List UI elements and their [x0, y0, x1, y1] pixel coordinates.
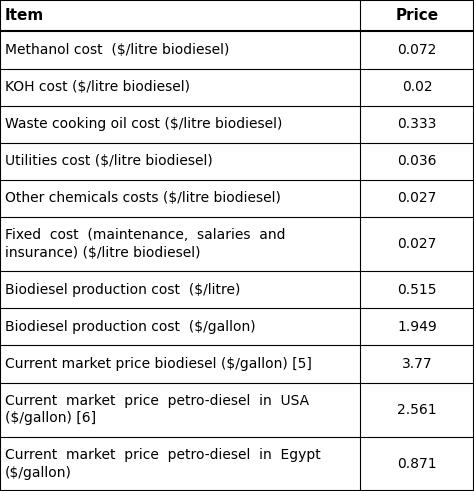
- Text: Waste cooking oil cost ($/litre biodiesel): Waste cooking oil cost ($/litre biodiese…: [5, 117, 282, 131]
- Text: 0.871: 0.871: [397, 457, 437, 471]
- Text: 1.949: 1.949: [397, 320, 437, 334]
- Text: 0.027: 0.027: [397, 237, 437, 251]
- Text: 0.027: 0.027: [397, 191, 437, 205]
- Text: Current  market  price  petro-diesel  in  Egypt
($/gallon): Current market price petro-diesel in Egy…: [5, 448, 320, 480]
- Text: Current market price biodiesel ($/gallon) [5]: Current market price biodiesel ($/gallon…: [5, 357, 311, 371]
- Text: Other chemicals costs ($/litre biodiesel): Other chemicals costs ($/litre biodiesel…: [5, 191, 281, 205]
- Text: Biodiesel production cost  ($/gallon): Biodiesel production cost ($/gallon): [5, 320, 255, 334]
- Text: 0.333: 0.333: [397, 117, 437, 131]
- Text: 0.036: 0.036: [397, 154, 437, 168]
- Text: Utilities cost ($/litre biodiesel): Utilities cost ($/litre biodiesel): [5, 154, 212, 168]
- Text: Methanol cost  ($/litre biodiesel): Methanol cost ($/litre biodiesel): [5, 43, 229, 57]
- Text: Current  market  price  petro-diesel  in  USA
($/gallon) [6]: Current market price petro-diesel in USA…: [5, 394, 309, 425]
- Text: Price: Price: [396, 8, 438, 23]
- Text: KOH cost ($/litre biodiesel): KOH cost ($/litre biodiesel): [5, 80, 190, 94]
- Text: 0.515: 0.515: [397, 283, 437, 297]
- Text: 2.561: 2.561: [397, 403, 437, 417]
- Text: 0.072: 0.072: [397, 43, 437, 57]
- Text: Biodiesel production cost  ($/litre): Biodiesel production cost ($/litre): [5, 283, 240, 297]
- Text: 3.77: 3.77: [402, 357, 432, 371]
- Text: Fixed  cost  (maintenance,  salaries  and
insurance) ($/litre biodiesel): Fixed cost (maintenance, salaries and in…: [5, 228, 285, 260]
- Text: 0.02: 0.02: [402, 80, 432, 94]
- Text: Item: Item: [5, 8, 44, 23]
